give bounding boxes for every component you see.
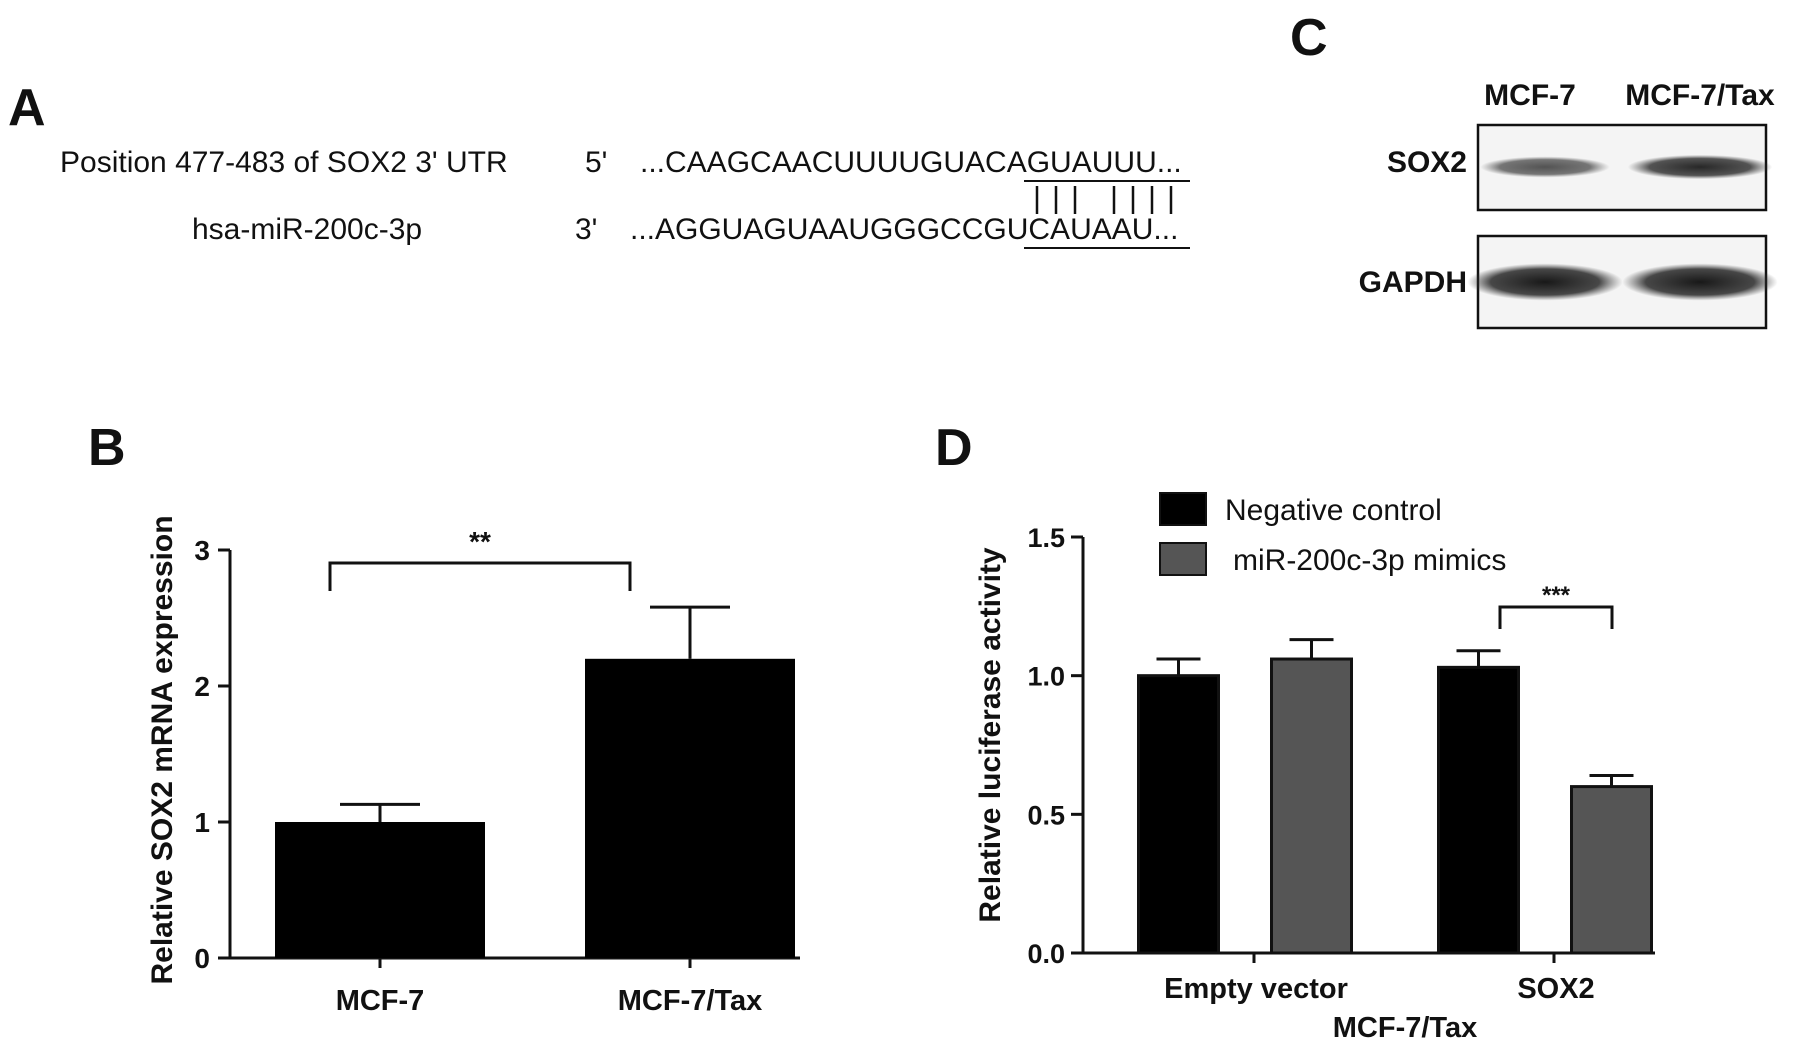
mirna-label: hsa-miR-200c-3p [192, 213, 423, 246]
x-tick-label: MCF-7/Tax [618, 985, 762, 1017]
panel-letter-c: C [1290, 9, 1328, 67]
blot-row-sox2: SOX2 [1387, 146, 1467, 179]
blot-column-mcf7-tax: MCF-7/Tax [1625, 79, 1775, 112]
blot-band [1480, 156, 1610, 178]
blot-column-mcf7: MCF-7 [1484, 79, 1576, 112]
blot-band [1467, 263, 1623, 301]
bar [275, 822, 485, 958]
utr-end-label: 5' [585, 146, 608, 179]
significance-label: ** [469, 526, 491, 557]
legend-swatch [1159, 542, 1207, 576]
bar [1437, 665, 1520, 955]
chart-b-y-axis-label: Relative SOX2 mRNA expression [146, 515, 179, 984]
chart-d-y-axis-label: Relative luciferase activity [974, 547, 1007, 923]
y-tick-label: 0 [194, 943, 210, 974]
panel-letter-b: B [88, 419, 126, 477]
significance-bracket [1498, 605, 1614, 629]
legend-swatch [1159, 492, 1207, 526]
mirna-seed-site: GUCAUAA [983, 213, 1132, 246]
utr-suffix: U... [1135, 146, 1182, 179]
chart-d-x-axis-label: MCF-7/Tax [1333, 1012, 1477, 1044]
chart-relative-sox2-mrna: Relative SOX2 mRNA expression 0 1 2 3 MCF-7 M… [146, 515, 800, 1017]
utr-sequence: ...CAAGCAACUUUUGUACAGUAUUU... [640, 146, 1182, 180]
mirna-end-label: 3' [575, 213, 598, 246]
y-tick-label: 1 [194, 807, 210, 838]
seed-pairing [1024, 180, 1190, 249]
utr-prefix: ...CAAGCAACUUUUGUA [640, 146, 986, 179]
y-tick-label: 0.0 [1027, 939, 1065, 969]
chart-relative-luciferase: Relative luciferase activity MCF-7/Tax 0… [974, 492, 1655, 1044]
y-tick-label: 0.5 [1027, 800, 1065, 830]
mirna-sequence: ...AGGUAGUAAUGGGCCGUCAUAAU... [630, 213, 1178, 247]
bar [1570, 785, 1653, 955]
y-tick-label: 1.5 [1027, 523, 1065, 553]
mirna-prefix: ...AGGUAGUAAUGGGCC [630, 213, 984, 246]
mirna-suffix: U... [1131, 213, 1179, 246]
y-tick-label: 2 [194, 671, 210, 702]
panel-letter-a: A [8, 79, 46, 137]
blot-band [1622, 263, 1778, 301]
y-tick-label: 1.0 [1027, 662, 1065, 692]
bar [1137, 674, 1220, 955]
x-tick-label: MCF-7 [336, 985, 425, 1017]
bar [1270, 657, 1353, 955]
blot-band [1627, 154, 1773, 180]
legend-label: Negative control [1225, 494, 1442, 527]
western-blot: MCF-7 MCF-7/Tax SOX2 GAPDH [1359, 79, 1778, 330]
x-tick-label: Empty vector [1164, 973, 1348, 1005]
utr-seed-site: CAGUAUU [985, 146, 1136, 179]
y-tick-label: 3 [194, 535, 210, 566]
significance-label: *** [1542, 582, 1571, 609]
significance-bracket [328, 561, 632, 591]
bar [585, 658, 795, 958]
legend-label: miR-200c-3p mimics [1233, 544, 1506, 577]
panel-letter-d: D [935, 419, 973, 477]
x-tick-label: SOX2 [1517, 973, 1594, 1005]
utr-label: Position 477-483 of SOX2 3' UTR [60, 146, 508, 179]
blot-row-gapdh: GAPDH [1359, 266, 1467, 299]
